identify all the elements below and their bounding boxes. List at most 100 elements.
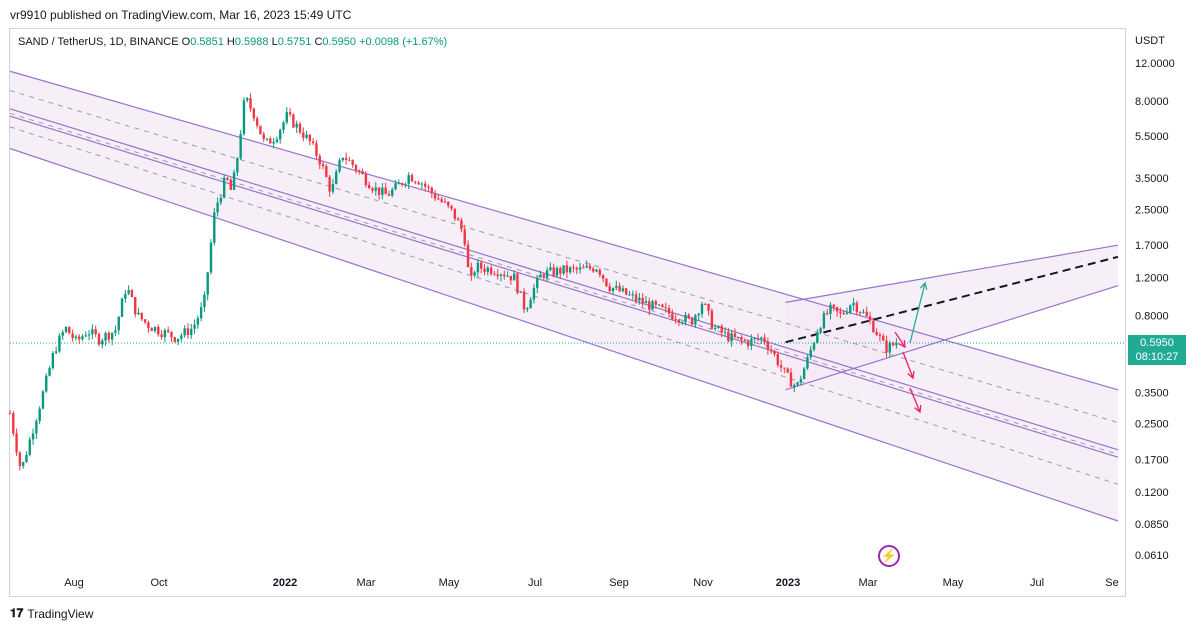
- candle-body: [697, 313, 700, 316]
- candle-body: [687, 314, 691, 318]
- candle-body: [763, 337, 766, 342]
- candle-body: [480, 262, 483, 269]
- candle-body: [374, 187, 377, 191]
- candle-body: [397, 183, 401, 185]
- candle-body: [407, 175, 410, 184]
- candle-body: [321, 164, 325, 167]
- candle-body: [835, 307, 839, 312]
- x-tick-label: Aug: [64, 577, 84, 589]
- candle-body: [717, 326, 720, 328]
- candle-body: [275, 139, 279, 142]
- candle-body: [358, 170, 361, 172]
- brand-name[interactable]: TradingView: [27, 606, 94, 621]
- open-value: 0.5851: [190, 36, 224, 48]
- candle-body: [117, 316, 120, 331]
- candle-body: [674, 319, 677, 321]
- candle-body: [21, 462, 25, 467]
- candle-body: [305, 134, 308, 138]
- candle-body: [839, 311, 842, 314]
- inner-dashed-line: [9, 126, 1119, 485]
- candle-body: [236, 158, 239, 173]
- chart-frame[interactable]: [9, 28, 1126, 597]
- candle-body: [700, 303, 704, 314]
- last-price-badge: 0.5950 08:10:27: [1128, 335, 1186, 365]
- y-tick-label: 0.0610: [1135, 550, 1169, 562]
- currency-label: USDT: [1135, 35, 1165, 47]
- candle-body: [476, 262, 480, 273]
- candle-body: [704, 303, 707, 305]
- time-axis: Aug Oct 2022 Mar May Jul Sep Nov 2023 Mar May Jul Se: [64, 577, 1119, 589]
- candle-body: [64, 326, 68, 333]
- candle-body: [31, 433, 35, 440]
- candle-body: [58, 335, 61, 352]
- candle-body: [335, 171, 338, 185]
- candle-body: [529, 299, 532, 309]
- candle-body: [91, 329, 94, 335]
- candle-body: [222, 177, 226, 198]
- candle-body: [638, 297, 641, 301]
- candle-body: [648, 301, 651, 310]
- candle-body: [456, 218, 460, 221]
- candle-body: [684, 314, 687, 323]
- lightning-icon[interactable]: ⚡: [878, 545, 900, 567]
- candle-body: [585, 265, 588, 268]
- candle-body: [842, 313, 845, 315]
- candle-body: [259, 125, 262, 135]
- candle-body: [855, 302, 859, 313]
- down-projection-arrow-2-head: [907, 370, 915, 380]
- candle-body: [753, 337, 756, 339]
- candle-body: [387, 194, 391, 196]
- candle-body: [150, 328, 153, 331]
- candle-body: [618, 285, 621, 292]
- inner-dashed-line: [9, 90, 1119, 424]
- candle-body: [486, 267, 489, 272]
- x-tick-label: 2023: [776, 577, 800, 589]
- symbol-label[interactable]: SAND / TetherUS, 1D, BINANCE: [18, 36, 179, 48]
- candle-body: [595, 269, 598, 272]
- candle-body: [242, 100, 246, 134]
- candle-body: [779, 365, 783, 368]
- candle-body: [826, 313, 829, 315]
- candle-body: [641, 297, 644, 304]
- candle-body: [262, 134, 265, 139]
- candle-body: [552, 267, 555, 276]
- x-tick-label: Mar: [859, 577, 878, 589]
- candle-body: [799, 379, 803, 383]
- candle-body: [190, 328, 193, 336]
- candle-body: [391, 189, 394, 196]
- x-tick-label: Nov: [693, 577, 713, 589]
- candle-body: [710, 310, 714, 329]
- ascending-channel-mid-line: [785, 255, 1119, 344]
- candle-body: [127, 290, 130, 294]
- candle-body: [858, 312, 862, 314]
- candle-body: [41, 391, 45, 409]
- candle-body: [35, 421, 38, 434]
- candle-body: [789, 372, 793, 387]
- candle-body: [110, 332, 114, 340]
- candle-body: [503, 274, 506, 277]
- up-projection-arrow-head: [919, 281, 928, 290]
- candle-body: [239, 133, 242, 159]
- candle-body: [829, 304, 832, 314]
- y-tick-label: 0.2500: [1135, 419, 1169, 431]
- candle-body: [173, 337, 176, 342]
- candle-body: [766, 341, 770, 350]
- candle-body: [760, 337, 763, 340]
- candle-body: [727, 331, 730, 342]
- candle-body: [298, 123, 302, 133]
- x-tick-label: Jul: [528, 577, 542, 589]
- candle-body: [549, 267, 552, 271]
- candle-body: [852, 302, 855, 306]
- candle-body: [542, 274, 546, 278]
- candle-body: [769, 349, 773, 352]
- candle-body: [516, 273, 519, 293]
- candle-body: [575, 267, 578, 270]
- candle-body: [371, 188, 374, 191]
- close-value: 0.5950: [322, 36, 357, 48]
- candle-body: [720, 326, 723, 333]
- candle-body: [845, 312, 849, 314]
- candle-body: [522, 291, 526, 310]
- up-projection-arrow: [909, 282, 926, 344]
- candle-body: [311, 141, 315, 144]
